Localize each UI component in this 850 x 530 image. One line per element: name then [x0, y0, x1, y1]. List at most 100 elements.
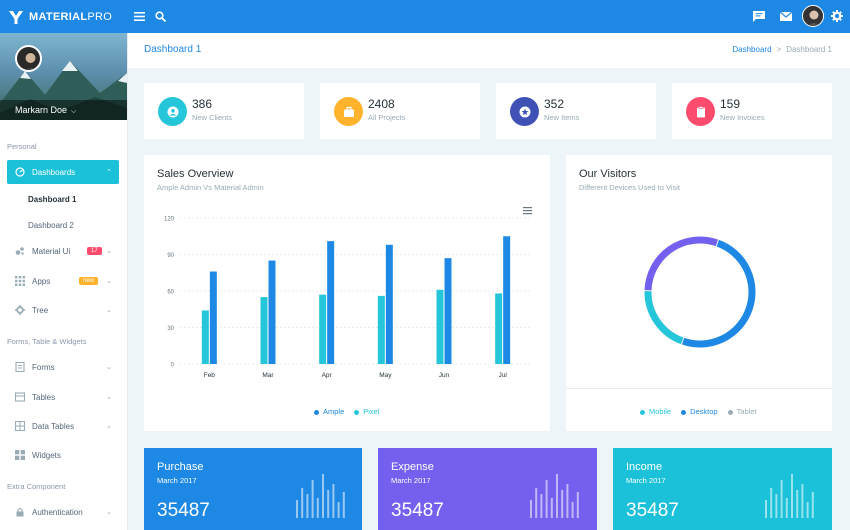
profile-background [0, 61, 127, 120]
stat-card-invoices: 159 New Invoices [672, 83, 832, 139]
hamburger-menu-icon[interactable] [523, 207, 532, 215]
legend-item-pixel[interactable]: Pixel [354, 407, 380, 416]
stat-icon-circle [334, 97, 363, 126]
menu-icon[interactable] [132, 9, 146, 23]
sidebar-sub-dashboard-2[interactable]: Dashboard 2 [28, 221, 74, 230]
card-title: Our Visitors [579, 168, 637, 180]
sidebar-item-label: Widgets [32, 450, 61, 460]
clipboard-icon [696, 105, 705, 117]
bubbles-icon [15, 246, 25, 256]
sparkline-bar [311, 480, 314, 518]
sparkline-bar [337, 502, 340, 518]
topbar: MATERIALPRO [0, 0, 850, 33]
chevron-down-icon: ⌄ [106, 423, 112, 430]
x-tick-label: Apr [322, 372, 333, 379]
bar-pixel[interactable] [377, 295, 385, 364]
search-icon[interactable] [153, 9, 167, 23]
donut-slice-tablet[interactable] [644, 236, 718, 291]
stat-label: New Invoices [720, 113, 765, 122]
widgets-icon [15, 450, 25, 460]
stat-value: 386 [192, 97, 213, 111]
sidebar-item-apps[interactable]: Apps new ⌄ [7, 269, 119, 293]
profile-header: Markarn Doe ⌵ [0, 33, 127, 120]
chevron-down-icon: ⌄ [106, 278, 112, 285]
sidebar-item-widgets[interactable]: Widgets [7, 443, 119, 467]
sidebar-item-material-ui[interactable]: Material Ui 17 ⌄ [7, 239, 119, 263]
chevron-down-icon: ⌄ [106, 307, 112, 314]
legend-dot [354, 409, 360, 415]
sidebar-item-label: Dashboards [32, 167, 76, 177]
sparkline-bar [566, 484, 569, 518]
chevron-up-icon: ⌃ [106, 169, 112, 176]
breadcrumb-current: Dashboard 1 [786, 45, 832, 54]
sidebar-item-dashboards[interactable]: Dashboards ⌃ [7, 160, 119, 184]
sidebar-item-tables[interactable]: Tables ⌄ [7, 385, 119, 409]
card-value: 35487 [157, 500, 210, 521]
bar-pixel[interactable] [201, 310, 209, 364]
sparkline-bar [765, 500, 767, 518]
sparkline-bar [796, 490, 799, 518]
profile-avatar[interactable] [15, 45, 42, 72]
sidebar-item-label: Authentication [32, 507, 83, 517]
bar-pixel[interactable] [436, 289, 444, 364]
expense-card: Expense March 2017 35487 [378, 448, 597, 530]
sidebar-sub-dashboard-1[interactable]: Dashboard 1 [28, 195, 77, 204]
card-value: 35487 [626, 500, 679, 521]
card-title: Purchase [157, 461, 204, 473]
stat-value: 352 [544, 97, 565, 111]
nav-caption-forms: Forms, Table & Widgets [7, 337, 87, 346]
stat-value: 159 [720, 97, 741, 111]
bar-ample[interactable] [385, 244, 393, 364]
brand[interactable]: MATERIALPRO [8, 8, 112, 26]
breadcrumb-link-dashboard[interactable]: Dashboard [732, 45, 772, 54]
sparkline-bar [571, 502, 574, 518]
sidebar-item-label: Apps [32, 276, 51, 286]
sparkline-bar [806, 502, 809, 518]
bar-ample[interactable] [327, 241, 335, 364]
sales-overview-card: Sales Overview Ample Admin Vs Material A… [144, 155, 550, 431]
settings-icon[interactable] [830, 9, 844, 23]
gauge-icon [15, 167, 25, 177]
visitors-legend: Mobile Desktop Tablet [640, 407, 757, 416]
mail-icon[interactable] [779, 9, 793, 23]
legend-item-ample[interactable]: Ample [314, 407, 344, 416]
sparkline-bar [811, 492, 814, 518]
sparkline-bar [316, 498, 319, 518]
stat-card-clients: 386 New Clients [144, 83, 304, 139]
bar-ample[interactable] [268, 260, 276, 364]
sparkline-chart [530, 474, 579, 518]
card-subtitle: March 2017 [157, 476, 197, 485]
bar-ample[interactable] [444, 258, 452, 364]
legend-item-mobile[interactable]: Mobile [640, 407, 671, 416]
sparkline-bar [770, 488, 773, 518]
chevron-down-icon: ⌄ [106, 509, 112, 516]
donut-slice-mobile[interactable] [644, 291, 684, 345]
avatar[interactable] [802, 5, 824, 27]
legend-item-desktop[interactable]: Desktop [681, 407, 718, 416]
breadcrumb-separator: > [776, 45, 782, 54]
card-title: Expense [391, 461, 434, 473]
legend-label: Tablet [736, 407, 757, 416]
bar-ample[interactable] [503, 236, 511, 364]
bar-pixel[interactable] [495, 293, 503, 364]
bar-ample[interactable] [209, 271, 217, 364]
sparkline-bar [775, 494, 778, 518]
profile-name[interactable]: Markarn Doe ⌵ [0, 100, 127, 120]
sidebar-item-forms[interactable]: Forms ⌄ [7, 355, 119, 379]
bar-pixel[interactable] [319, 294, 327, 364]
legend-item-tablet[interactable]: Tablet [727, 407, 757, 416]
sidebar-item-authentication[interactable]: Authentication ⌄ [7, 500, 119, 524]
sidebar-item-data-tables[interactable]: Data Tables ⌄ [7, 414, 119, 438]
donut-slice-desktop[interactable] [682, 239, 756, 348]
x-tick-label: May [379, 372, 392, 379]
x-tick-label: Jul [499, 372, 508, 379]
bar-pixel[interactable] [260, 297, 268, 364]
stat-icon-circle [158, 97, 187, 126]
sales-bar-chart: 0 30 60 90 120 Feb Mar Apr May Jun Jul [164, 207, 532, 379]
card-subtitle: Different Devices Used to Visit [579, 183, 681, 192]
sparkline-bar [322, 474, 324, 518]
card-title: Sales Overview [157, 168, 234, 180]
sidebar-item-tree[interactable]: Tree ⌄ [7, 298, 119, 322]
message-icon[interactable] [752, 9, 766, 23]
income-card: Income March 2017 35487 [613, 448, 832, 530]
